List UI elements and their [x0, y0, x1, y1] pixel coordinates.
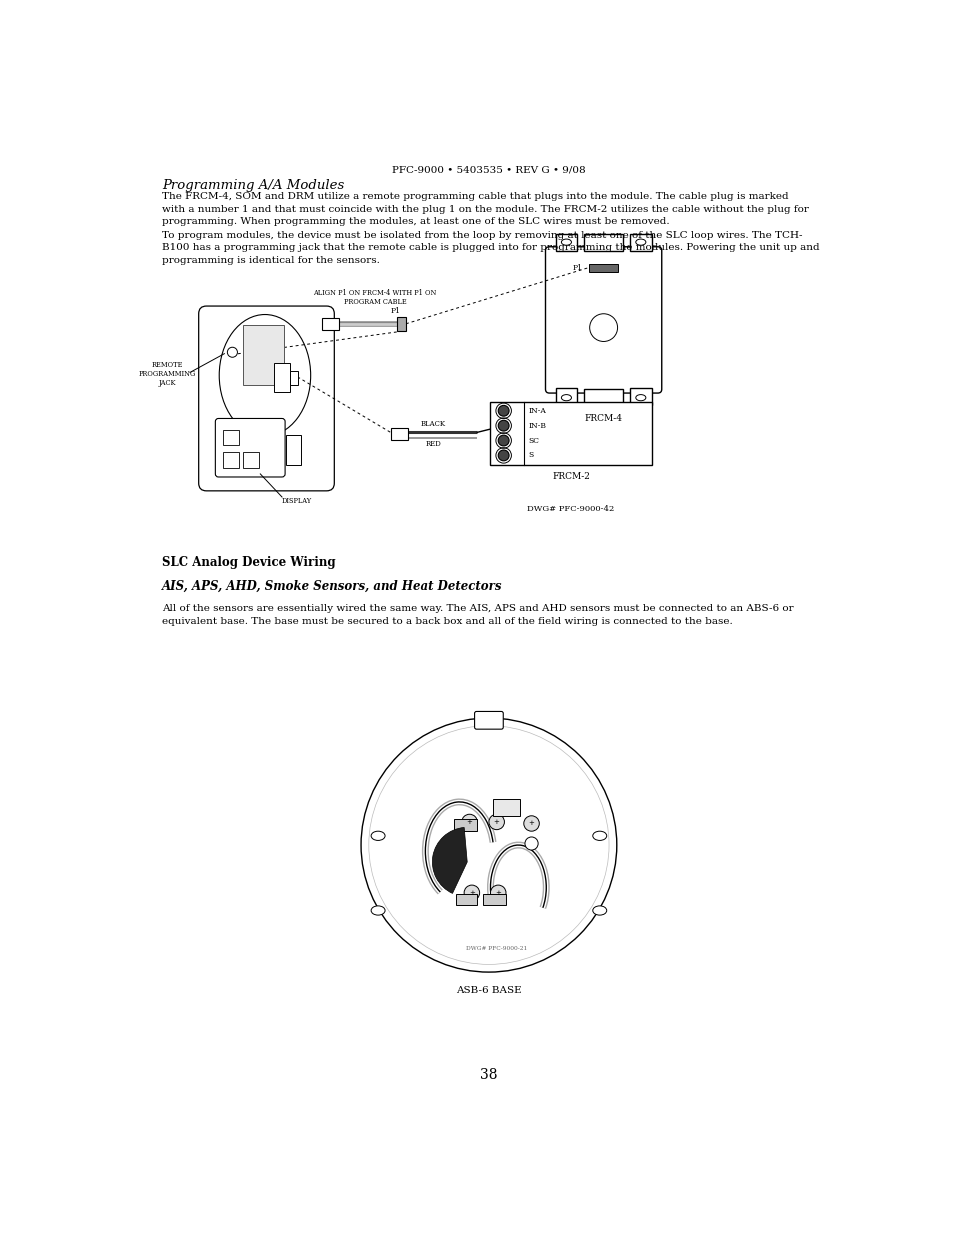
Ellipse shape: [371, 831, 385, 841]
Circle shape: [488, 814, 504, 830]
Text: AIS, APS, AHD, Smoke Sensors, and Heat Detectors: AIS, APS, AHD, Smoke Sensors, and Heat D…: [162, 579, 502, 593]
Ellipse shape: [219, 315, 311, 436]
Circle shape: [589, 314, 617, 341]
Text: SC: SC: [528, 436, 538, 445]
Text: RED: RED: [425, 440, 440, 448]
Wedge shape: [432, 827, 467, 893]
FancyBboxPatch shape: [629, 235, 651, 252]
Circle shape: [497, 450, 509, 461]
Text: BLACK: BLACK: [420, 420, 445, 429]
Text: IN-B: IN-B: [528, 421, 546, 430]
FancyBboxPatch shape: [274, 363, 290, 393]
FancyBboxPatch shape: [555, 235, 577, 252]
FancyBboxPatch shape: [454, 819, 476, 831]
Text: REMOTE
PROGRAMMING
JACK: REMOTE PROGRAMMING JACK: [138, 361, 195, 387]
Ellipse shape: [635, 240, 645, 246]
FancyBboxPatch shape: [243, 325, 283, 384]
Circle shape: [497, 435, 509, 446]
Text: PFC-9000 • 5403535 • REV G • 9/08: PFC-9000 • 5403535 • REV G • 9/08: [392, 165, 585, 174]
FancyBboxPatch shape: [629, 389, 651, 405]
Ellipse shape: [371, 906, 385, 915]
Text: Programming A/A Modules: Programming A/A Modules: [162, 179, 344, 191]
FancyBboxPatch shape: [390, 427, 407, 440]
FancyBboxPatch shape: [396, 317, 406, 331]
Text: DWG# PFC-9000-21: DWG# PFC-9000-21: [465, 946, 527, 951]
FancyBboxPatch shape: [223, 452, 238, 468]
Ellipse shape: [560, 240, 571, 246]
FancyBboxPatch shape: [223, 430, 238, 446]
FancyBboxPatch shape: [456, 894, 476, 905]
Text: All of the sensors are essentially wired the same way. The AIS, APS and AHD sens: All of the sensors are essentially wired…: [162, 604, 793, 626]
FancyBboxPatch shape: [286, 436, 301, 464]
Circle shape: [461, 814, 476, 830]
FancyBboxPatch shape: [482, 894, 505, 905]
FancyBboxPatch shape: [198, 306, 334, 490]
Text: SLC Analog Device Wiring: SLC Analog Device Wiring: [162, 556, 335, 569]
FancyBboxPatch shape: [493, 799, 519, 816]
Text: FRCM-4: FRCM-4: [584, 414, 622, 422]
Ellipse shape: [560, 395, 571, 401]
Text: To program modules, the device must be isolated from the loop by removing at lea: To program modules, the device must be i…: [162, 231, 819, 264]
Circle shape: [497, 405, 509, 416]
Circle shape: [227, 347, 237, 357]
Text: ASB-6 BASE: ASB-6 BASE: [456, 986, 521, 995]
Circle shape: [524, 837, 537, 850]
Text: +: +: [495, 889, 500, 895]
Circle shape: [497, 420, 509, 431]
Text: P1: P1: [390, 308, 400, 315]
Ellipse shape: [635, 395, 645, 401]
Circle shape: [464, 885, 479, 900]
FancyBboxPatch shape: [474, 711, 503, 729]
Text: S: S: [528, 452, 533, 459]
Text: +: +: [469, 889, 475, 895]
Text: +: +: [494, 819, 499, 825]
FancyBboxPatch shape: [489, 401, 652, 464]
FancyBboxPatch shape: [321, 317, 338, 330]
Text: DWG# PFC-9000-42: DWG# PFC-9000-42: [527, 505, 614, 513]
Text: +: +: [466, 819, 472, 825]
Text: ALIGN P1 ON FRCM-4 WITH P1 ON
PROGRAM CABLE: ALIGN P1 ON FRCM-4 WITH P1 ON PROGRAM CA…: [313, 289, 436, 306]
Ellipse shape: [592, 906, 606, 915]
Circle shape: [369, 726, 608, 965]
Text: FRCM-2: FRCM-2: [552, 472, 589, 482]
Text: 38: 38: [479, 1067, 497, 1082]
Text: DISPLAY: DISPLAY: [282, 496, 312, 505]
FancyBboxPatch shape: [545, 247, 661, 393]
FancyBboxPatch shape: [215, 419, 285, 477]
Text: P1: P1: [572, 264, 582, 272]
FancyBboxPatch shape: [290, 370, 297, 384]
FancyBboxPatch shape: [588, 264, 618, 272]
Circle shape: [490, 885, 505, 900]
FancyBboxPatch shape: [243, 452, 258, 468]
Text: IN-A: IN-A: [528, 406, 546, 415]
FancyBboxPatch shape: [583, 389, 622, 406]
Circle shape: [360, 718, 617, 972]
Text: The FRCM-4, SOM and DRM utilize a remote programming cable that plugs into the m: The FRCM-4, SOM and DRM utilize a remote…: [162, 193, 808, 226]
Ellipse shape: [592, 831, 606, 841]
FancyBboxPatch shape: [583, 233, 622, 251]
Text: +: +: [528, 820, 534, 826]
FancyBboxPatch shape: [555, 389, 577, 405]
Circle shape: [523, 816, 538, 831]
